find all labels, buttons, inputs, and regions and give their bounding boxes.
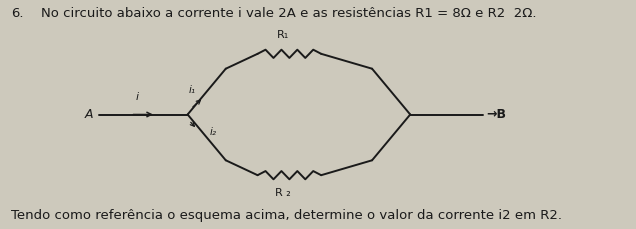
Text: i₂: i₂ [210,127,217,137]
Text: →B: →B [487,108,506,121]
Text: R ₂: R ₂ [275,188,291,198]
Text: Tendo como referência o esquema acima, determine o valor da corrente i2 em R2.: Tendo como referência o esquema acima, d… [11,209,562,222]
Text: No circuito abaixo a corrente i vale 2A e as resistências R1 = 8Ω e R2  2Ω.: No circuito abaixo a corrente i vale 2A … [41,7,537,20]
Text: i₁: i₁ [188,85,195,95]
Text: 6.: 6. [11,7,24,20]
Text: i: i [135,92,138,102]
Text: A: A [85,108,93,121]
Text: R₁: R₁ [277,30,289,40]
